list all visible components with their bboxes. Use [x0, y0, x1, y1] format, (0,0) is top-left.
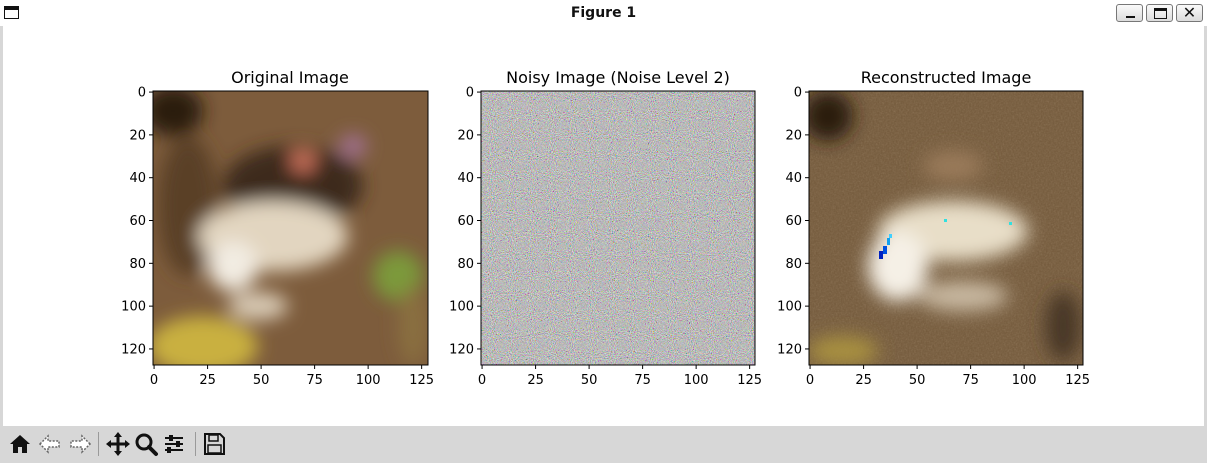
panel-title: Reconstructed Image — [861, 68, 1032, 87]
y-tick-label: 100 — [449, 300, 474, 315]
x-tick-label: 100 — [356, 373, 381, 388]
panel-title: Original Image — [231, 68, 349, 87]
forward-button[interactable] — [66, 430, 94, 458]
y-tick-label: 80 — [129, 257, 146, 272]
y-tick-label: 120 — [449, 342, 474, 357]
configure-subplots-button[interactable] — [160, 430, 188, 458]
panel-reconstructed — [808, 90, 1084, 366]
window-title: Figure 1 — [570, 5, 637, 21]
minimize-icon — [1126, 16, 1135, 18]
x-tick-label: 100 — [684, 373, 709, 388]
minimize-button[interactable] — [1116, 4, 1143, 22]
x-tick-label: 50 — [253, 373, 270, 388]
y-tick-label: 100 — [777, 300, 802, 315]
zoom-icon — [135, 433, 158, 456]
move-icon — [106, 432, 130, 456]
y-tick-label: 20 — [129, 128, 146, 143]
maximize-button[interactable] — [1146, 4, 1173, 22]
save-button[interactable] — [200, 430, 228, 458]
x-tick-label: 125 — [737, 373, 762, 388]
x-tick-label: 125 — [1065, 373, 1090, 388]
x-tick-label: 0 — [478, 373, 486, 388]
panel-title: Noisy Image (Noise Level 2) — [506, 68, 730, 87]
y-tick-label: 20 — [785, 128, 802, 143]
zoom-button[interactable] — [132, 430, 160, 458]
x-tick-label: 25 — [199, 373, 216, 388]
figure-svg: Original Image 0 25 50 75 100 125 0 20 40 60 80 100 1… — [121, 68, 1090, 388]
y-tick-label: 40 — [457, 171, 474, 186]
sliders-icon — [165, 435, 183, 453]
y-tick-label: 100 — [121, 300, 146, 315]
y-tick-label: 60 — [457, 214, 474, 229]
y-tick-label: 60 — [129, 214, 146, 229]
back-arrow-icon — [38, 434, 60, 454]
window-app-icon — [4, 6, 19, 19]
x-tick-label: 0 — [806, 373, 814, 388]
toolbar-separator — [195, 432, 196, 456]
figure-canvas[interactable]: Original Image 0 25 50 75 100 125 0 20 40 60 80 100 1… — [3, 26, 1204, 426]
y-tick-label: 120 — [121, 342, 146, 357]
close-button[interactable]: ✕ — [1176, 4, 1203, 22]
window-titlebar: Figure 1 ✕ — [0, 0, 1207, 26]
y-tick-label: 80 — [457, 257, 474, 272]
x-tick-label: 75 — [962, 373, 979, 388]
y-tick-label: 0 — [794, 86, 802, 101]
y-tick-label: 20 — [457, 128, 474, 143]
panel-noisy — [480, 90, 756, 366]
save-icon — [204, 433, 225, 455]
x-tick-label: 125 — [409, 373, 434, 388]
panel-original — [152, 90, 429, 366]
y-tick-label: 40 — [129, 171, 146, 186]
y-tick-label: 0 — [466, 86, 474, 101]
x-tick-label: 50 — [581, 373, 598, 388]
x-tick-label: 25 — [855, 373, 872, 388]
forward-arrow-icon — [70, 434, 92, 454]
back-button[interactable] — [36, 430, 64, 458]
home-icon — [10, 435, 30, 453]
x-tick-label: 100 — [1012, 373, 1037, 388]
toolbar-separator — [98, 432, 99, 456]
x-tick-label: 25 — [527, 373, 544, 388]
y-tick-label: 120 — [777, 342, 802, 357]
x-tick-label: 0 — [150, 373, 158, 388]
reconstruction-artifacts — [879, 219, 1012, 259]
y-tick-label: 40 — [785, 171, 802, 186]
x-tick-label: 75 — [634, 373, 651, 388]
y-tick-label: 0 — [138, 86, 146, 101]
maximize-icon — [1154, 8, 1167, 19]
home-button[interactable] — [6, 430, 34, 458]
x-tick-label: 50 — [909, 373, 926, 388]
navigation-toolbar — [0, 426, 1207, 463]
pan-button[interactable] — [104, 430, 132, 458]
x-tick-label: 75 — [306, 373, 323, 388]
y-tick-label: 80 — [785, 257, 802, 272]
close-icon: ✕ — [1182, 3, 1197, 22]
y-tick-label: 60 — [785, 214, 802, 229]
